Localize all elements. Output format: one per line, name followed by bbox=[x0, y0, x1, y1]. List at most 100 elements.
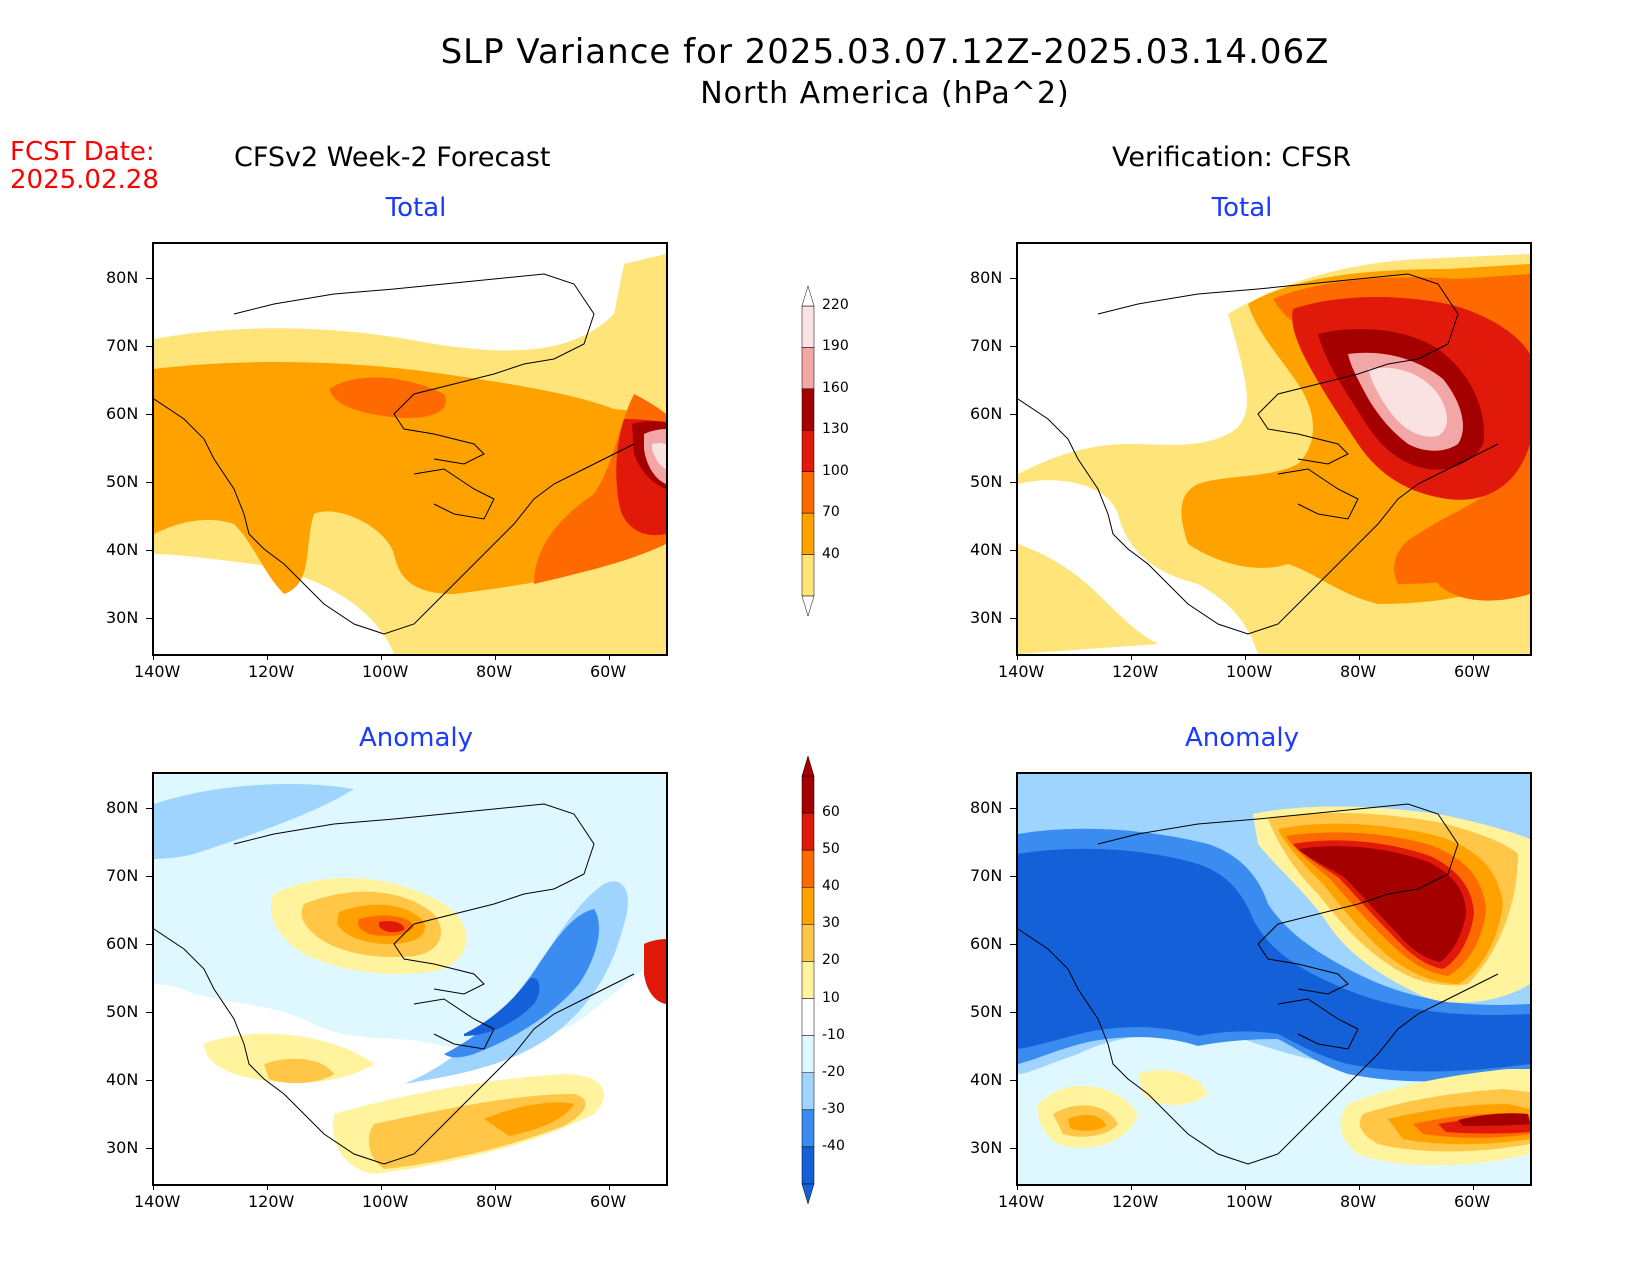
shade-70 bbox=[154, 362, 666, 594]
colorbar-level-label: -10 bbox=[822, 1026, 845, 1043]
verification-total-map bbox=[1016, 242, 1532, 656]
colorbar-anomaly: 60 50 40 30 20 10 -10 -20 -30 -40 bbox=[800, 756, 845, 1204]
shade-neg20-northwest bbox=[154, 784, 354, 859]
lon-tick-mark bbox=[153, 1184, 154, 1190]
forecast-anomaly-map bbox=[152, 772, 668, 1186]
colorbar-band bbox=[801, 812, 815, 851]
colorbar-band bbox=[801, 887, 815, 925]
shade-100-south-east bbox=[1438, 509, 1530, 601]
lat-tick-label: 60N bbox=[970, 404, 1003, 423]
verification-total-title: Total bbox=[1211, 193, 1273, 223]
lon-tick-label: 120W bbox=[1112, 1192, 1159, 1211]
lon-tick-label: 100W bbox=[362, 662, 409, 681]
colorbar-band bbox=[801, 1146, 815, 1185]
lon-tick-label: 60W bbox=[1454, 662, 1491, 681]
forecast-total-map bbox=[152, 242, 668, 656]
lat-tick-mark bbox=[1010, 550, 1016, 551]
lon-tick-label: 80W bbox=[476, 662, 513, 681]
lat-tick-mark bbox=[146, 278, 152, 279]
lon-tick-mark bbox=[1017, 654, 1018, 660]
shade-60 bbox=[1298, 846, 1530, 1126]
lat-tick-mark bbox=[146, 618, 152, 619]
lon-tick-label: 60W bbox=[1454, 1192, 1491, 1211]
lat-tick-mark bbox=[1010, 876, 1016, 877]
lon-tick-label: 60W bbox=[590, 1192, 627, 1211]
colorbar-level-label: 190 bbox=[822, 338, 849, 355]
lat-tick-label: 40N bbox=[970, 540, 1003, 559]
lat-tick-mark bbox=[1010, 808, 1016, 809]
lon-tick-mark bbox=[267, 654, 268, 660]
lat-tick-mark bbox=[1010, 1012, 1016, 1013]
lon-tick-mark bbox=[1131, 1184, 1132, 1190]
colorbar-level-label: 10 bbox=[822, 989, 840, 1006]
lat-tick-mark bbox=[1010, 482, 1016, 483]
lat-tick-mark bbox=[146, 944, 152, 945]
forecast-date: FCST Date: 2025.02.28 bbox=[10, 138, 159, 194]
lat-tick-label: 30N bbox=[970, 608, 1003, 627]
lat-tick-label: 50N bbox=[970, 472, 1003, 491]
lon-tick-label: 80W bbox=[476, 1192, 513, 1211]
lat-tick-mark bbox=[146, 1012, 152, 1013]
lon-tick-mark bbox=[1473, 654, 1474, 660]
colorbar-band bbox=[801, 998, 815, 1036]
coastline bbox=[1018, 803, 1499, 1165]
colorbar-band bbox=[801, 849, 815, 888]
forecast-date-label: FCST Date: bbox=[10, 137, 155, 167]
lat-tick-label: 80N bbox=[106, 268, 139, 287]
colorbar-band bbox=[801, 430, 815, 472]
lat-tick-label: 30N bbox=[106, 1138, 139, 1157]
colorbar-level-label: 50 bbox=[822, 841, 840, 858]
colorbar-level-label: 40 bbox=[822, 878, 840, 895]
lon-tick-label: 120W bbox=[248, 1192, 295, 1211]
lat-tick-mark bbox=[1010, 414, 1016, 415]
forecast-date-value: 2025.02.28 bbox=[10, 165, 159, 195]
lat-tick-mark bbox=[1010, 346, 1016, 347]
forecast-total-title: Total bbox=[385, 193, 447, 223]
lon-tick-label: 140W bbox=[134, 1192, 181, 1211]
colorbar-band bbox=[801, 961, 815, 999]
colorbar-band bbox=[801, 924, 815, 962]
lat-tick-label: 40N bbox=[106, 1070, 139, 1089]
lat-tick-label: 30N bbox=[106, 608, 139, 627]
lon-tick-mark bbox=[381, 654, 382, 660]
lon-tick-label: 100W bbox=[1226, 662, 1273, 681]
lat-tick-label: 50N bbox=[106, 1002, 139, 1021]
coastline bbox=[1018, 273, 1499, 635]
colorbar-band bbox=[801, 1109, 815, 1148]
colorbar-level-label: 220 bbox=[822, 297, 849, 313]
verification-anomaly-map bbox=[1016, 772, 1532, 1186]
lon-tick-label: 80W bbox=[1340, 1192, 1377, 1211]
lon-tick-mark bbox=[609, 1184, 610, 1190]
colorbar-graphic bbox=[801, 756, 815, 1204]
lat-tick-label: 70N bbox=[970, 336, 1003, 355]
column-header-forecast: CFSv2 Week-2 Forecast bbox=[234, 142, 551, 173]
verification-anomaly-title: Anomaly bbox=[1184, 723, 1300, 753]
lon-tick-label: 140W bbox=[998, 1192, 1045, 1211]
lon-tick-label: 100W bbox=[362, 1192, 409, 1211]
lat-tick-mark bbox=[1010, 1080, 1016, 1081]
colorbar-level-label: 20 bbox=[822, 952, 840, 969]
coastline bbox=[154, 803, 635, 1165]
coastline bbox=[154, 273, 635, 635]
colorbar-bottom-arrow bbox=[801, 595, 815, 616]
lat-tick-label: 40N bbox=[970, 1070, 1003, 1089]
lat-tick-mark bbox=[146, 482, 152, 483]
lon-tick-mark bbox=[381, 1184, 382, 1190]
colorbar-top-arrow bbox=[801, 286, 815, 307]
colorbar-band bbox=[801, 347, 815, 390]
lon-tick-label: 120W bbox=[1112, 662, 1159, 681]
colorbar-band bbox=[801, 471, 815, 514]
colorbar-band bbox=[801, 775, 815, 814]
lat-tick-label: 50N bbox=[106, 472, 139, 491]
colorbar-band bbox=[801, 512, 815, 555]
colorbar-band bbox=[801, 388, 815, 431]
shade-50 bbox=[1293, 840, 1530, 1134]
lon-tick-mark bbox=[495, 654, 496, 660]
lat-tick-mark bbox=[146, 808, 152, 809]
colorbar-level-label: -40 bbox=[822, 1137, 845, 1154]
lat-tick-mark bbox=[146, 1148, 152, 1149]
colorbar-band bbox=[801, 1072, 815, 1111]
lat-tick-mark bbox=[1010, 278, 1016, 279]
lon-tick-label: 120W bbox=[248, 662, 295, 681]
lat-tick-mark bbox=[146, 876, 152, 877]
